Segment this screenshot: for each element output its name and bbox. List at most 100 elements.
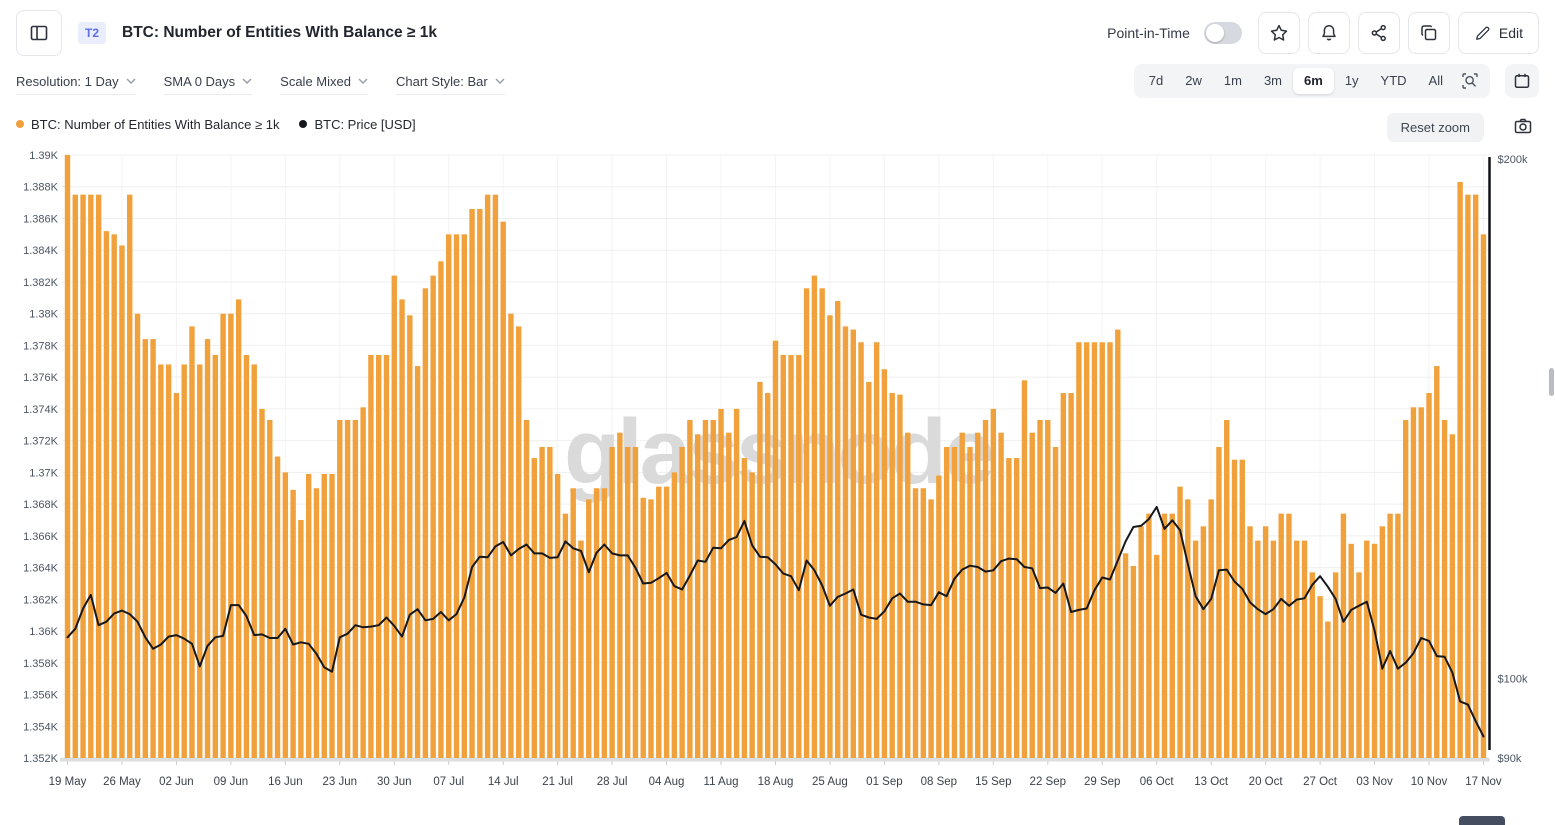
range-YTD[interactable]: YTD <box>1380 73 1407 88</box>
bar <box>1006 458 1012 758</box>
bar <box>1224 420 1230 758</box>
bar <box>492 194 499 759</box>
bar <box>251 364 257 758</box>
svg-text:25 Aug: 25 Aug <box>812 776 848 788</box>
chart-style-dropdown[interactable]: Chart Style: Bar <box>395 74 505 95</box>
resolution-dropdown[interactable]: Resolution: 1 Day <box>16 74 136 95</box>
zoom-area-button[interactable] <box>1454 68 1486 94</box>
legend-item-entities[interactable]: BTC: Number of Entities With Balance ≥ 1… <box>16 117 279 132</box>
bar <box>1379 526 1386 758</box>
bar <box>1340 513 1347 758</box>
svg-text:09 Jun: 09 Jun <box>214 776 249 788</box>
window-scrollbar[interactable] <box>1549 368 1554 396</box>
svg-text:1.356K: 1.356K <box>23 690 59 702</box>
range-1y[interactable]: 1y <box>1344 73 1359 88</box>
bar <box>1395 513 1401 758</box>
bottom-overlay-pill <box>1459 816 1505 825</box>
svg-text:19 May: 19 May <box>49 776 87 788</box>
y-axis-left-labels: 1.39K 1.388K 1.386K 1.384K 1.382K 1.38K 1.378K… <box>23 150 59 765</box>
pencil-icon <box>1474 25 1491 42</box>
bar <box>438 261 444 758</box>
bar <box>586 499 592 758</box>
bar <box>1480 234 1487 758</box>
bar <box>228 313 234 758</box>
bar <box>1115 329 1121 758</box>
bar <box>1434 366 1440 758</box>
bar <box>1146 513 1152 758</box>
bar <box>780 354 786 758</box>
bar <box>1286 513 1292 758</box>
bar <box>72 194 78 759</box>
bar <box>850 329 856 758</box>
copy-icon <box>1419 23 1439 43</box>
svg-text:27 Oct: 27 Oct <box>1303 776 1338 788</box>
bar <box>640 497 646 758</box>
bar <box>788 354 794 758</box>
share-button[interactable] <box>1357 12 1400 54</box>
bar <box>290 489 296 758</box>
range-selector: 7d 2w 1m 3m 6m 1y YTD All <box>1133 64 1490 98</box>
bar <box>982 420 989 758</box>
chart-canvas[interactable]: 19 May 26 May 02 Jun 09 Jun 16 Jun 23 Jun 30 J… <box>0 145 1555 805</box>
svg-text:1.38K: 1.38K <box>29 309 58 321</box>
legend-dot-black <box>299 120 308 128</box>
bar <box>88 194 94 759</box>
sidebar-toggle-button[interactable] <box>16 10 62 56</box>
chevron-down-icon <box>126 78 136 84</box>
range-All[interactable]: All <box>1428 73 1443 88</box>
bar <box>376 354 382 758</box>
bar <box>313 488 320 758</box>
chart-svg[interactable]: 19 May 26 May 02 Jun 09 Jun 16 Jun 23 Jun 30 J… <box>0 145 1555 805</box>
bar <box>1247 526 1253 758</box>
sma-dropdown[interactable]: SMA 0 Days <box>163 73 253 95</box>
y-axis-right-labels: $200k $100k $90k <box>1498 154 1528 765</box>
svg-text:13 Oct: 13 Oct <box>1194 776 1229 788</box>
bar <box>212 354 219 758</box>
chevron-down-icon <box>358 78 368 84</box>
svg-text:1.368K: 1.368K <box>23 499 59 511</box>
legend-dot-orange <box>16 120 24 128</box>
bar <box>819 288 825 758</box>
svg-text:1.388K: 1.388K <box>23 182 59 194</box>
svg-text:1.364K: 1.364K <box>23 563 59 575</box>
bar <box>772 340 779 758</box>
reset-zoom-button[interactable]: Reset zoom <box>1386 113 1484 142</box>
bar <box>1169 513 1175 758</box>
bar <box>1060 393 1067 758</box>
bar <box>1029 432 1035 758</box>
legend-item-price[interactable]: BTC: Price [USD] <box>299 117 416 132</box>
bar <box>694 434 701 758</box>
range-1m[interactable]: 1m <box>1223 73 1242 88</box>
screenshot-button[interactable] <box>1513 116 1533 136</box>
scale-dropdown[interactable]: Scale Mixed <box>280 74 368 95</box>
calendar-button[interactable] <box>1505 64 1539 98</box>
range-2w[interactable]: 2w <box>1185 73 1202 88</box>
svg-text:1.354K: 1.354K <box>23 721 59 733</box>
bar <box>500 221 506 759</box>
alert-button[interactable] <box>1307 12 1350 54</box>
bar <box>1130 565 1137 758</box>
edit-button[interactable]: Edit <box>1457 12 1539 54</box>
bar <box>1418 407 1424 758</box>
point-in-time-toggle[interactable] <box>1203 22 1242 44</box>
bar <box>601 488 608 758</box>
duplicate-button[interactable] <box>1407 12 1450 54</box>
resolution-dropdown-label: Resolution: 1 Day <box>16 73 119 89</box>
bar <box>305 473 312 758</box>
sma-dropdown-label: SMA 0 Days <box>163 73 236 89</box>
bar <box>1317 596 1323 758</box>
range-7d[interactable]: 7d <box>1148 73 1164 88</box>
svg-text:22 Sep: 22 Sep <box>1030 776 1066 788</box>
bar <box>1083 342 1090 758</box>
range-6m[interactable]: 6m <box>1293 68 1334 94</box>
svg-text:07 Jul: 07 Jul <box>433 776 464 788</box>
svg-text:02 Jun: 02 Jun <box>159 776 194 788</box>
bar <box>1472 194 1479 759</box>
zoom-area-icon <box>1461 72 1479 90</box>
header: T2 BTC: Number of Entities With Balance … <box>0 0 1555 66</box>
bar <box>1301 540 1308 758</box>
range-3m[interactable]: 3m <box>1263 73 1283 88</box>
favorite-button[interactable] <box>1257 12 1300 54</box>
svg-text:16 Jun: 16 Jun <box>268 776 303 788</box>
bar <box>920 488 926 758</box>
